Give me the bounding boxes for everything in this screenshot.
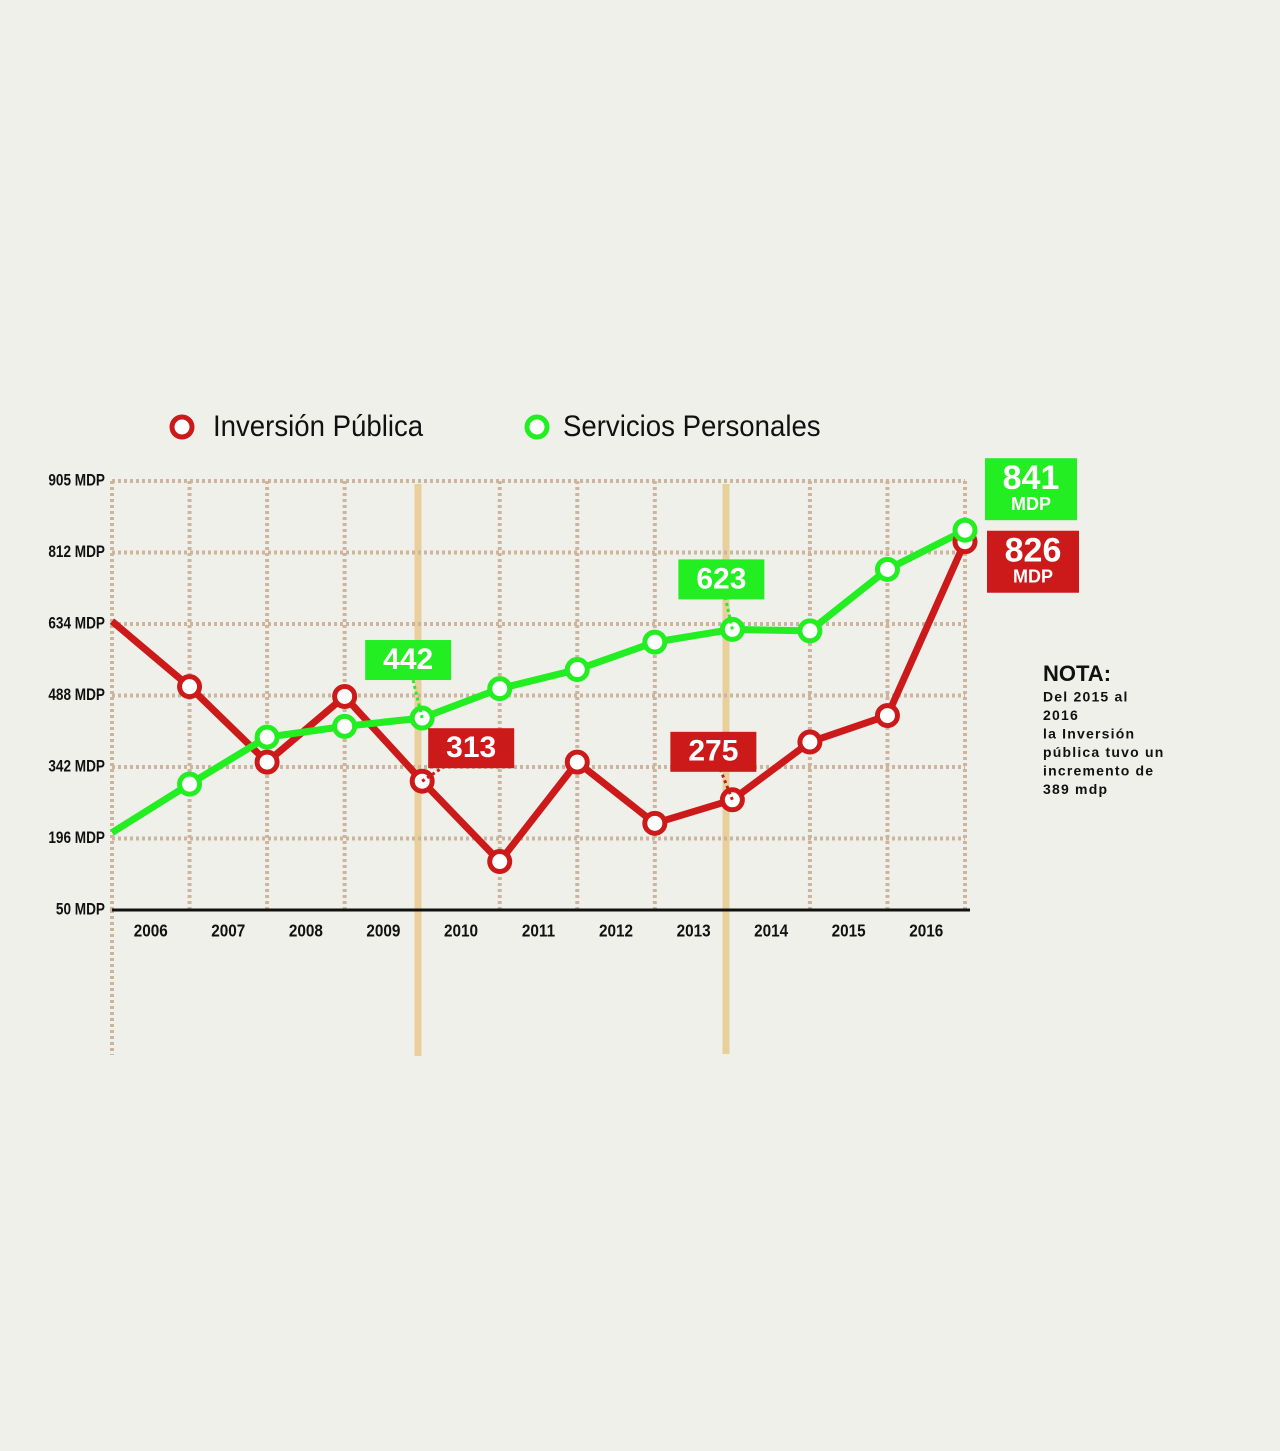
point-marker — [797, 618, 823, 644]
x-tick-label: 2013 — [677, 921, 711, 941]
label-box — [670, 731, 757, 772]
y-tick-label: 905 MDP — [48, 471, 105, 490]
legend-marker — [524, 414, 550, 440]
note-line: 389 mdp — [1043, 781, 1108, 797]
x-tick-label: 2006 — [134, 921, 168, 941]
legend-marker — [169, 414, 195, 440]
point-marker — [332, 713, 358, 739]
note-line: la Inversión — [1043, 726, 1135, 742]
point-marker — [642, 810, 668, 836]
data-label: 826 — [1005, 532, 1062, 570]
label-box — [365, 640, 452, 681]
data-label-unit: MDP — [1011, 494, 1051, 514]
point-marker — [874, 703, 900, 729]
note-line: 2016 — [1043, 707, 1079, 723]
point-marker — [487, 676, 513, 702]
point-marker — [642, 629, 668, 655]
legend-label: Servicios Personales — [563, 410, 821, 443]
legend-label: Inversión Pública — [213, 410, 424, 443]
x-tick-label: 2012 — [599, 921, 633, 941]
point-marker — [177, 674, 203, 700]
series-line — [109, 540, 969, 866]
label-box — [678, 559, 765, 600]
point-marker — [797, 729, 823, 755]
note-title: NOTA: — [1043, 661, 1111, 686]
data-label: 442 — [383, 643, 433, 676]
note-line: incremento de — [1043, 763, 1154, 779]
point-marker — [564, 657, 590, 683]
note-line: pública tuvo un — [1043, 744, 1164, 760]
y-tick-label: 342 MDP — [48, 757, 105, 776]
label-box — [985, 458, 1077, 521]
x-tick-label: 2008 — [289, 921, 323, 941]
x-tick-label: 2009 — [366, 921, 400, 941]
note-line: Del 2015 al — [1043, 689, 1129, 705]
point-marker — [487, 849, 513, 875]
series-line — [110, 527, 967, 836]
data-label: 623 — [696, 562, 746, 595]
y-tick-label: 634 MDP — [48, 614, 105, 633]
data-label: 841 — [1003, 459, 1060, 497]
point-marker — [952, 517, 978, 543]
point-marker — [177, 771, 203, 797]
x-tick-label: 2010 — [444, 921, 478, 941]
point-marker — [332, 683, 358, 709]
point-marker — [254, 749, 280, 775]
x-tick-label: 2007 — [211, 921, 245, 941]
x-tick-label: 2014 — [754, 921, 789, 941]
x-tick-label: 2011 — [522, 921, 555, 941]
y-tick-label: 812 MDP — [48, 543, 105, 562]
data-label-unit: MDP — [1013, 566, 1053, 586]
label-box — [428, 728, 515, 769]
data-label: 313 — [446, 731, 496, 764]
label-box — [987, 530, 1079, 593]
y-tick-label: 50 MDP — [56, 900, 105, 919]
data-label: 275 — [688, 735, 738, 768]
y-tick-label: 488 MDP — [48, 686, 105, 705]
point-marker — [254, 724, 280, 750]
x-tick-label: 2015 — [832, 921, 866, 941]
point-marker — [874, 556, 900, 582]
y-tick-label: 196 MDP — [48, 829, 105, 848]
point-marker — [564, 749, 590, 775]
x-tick-label: 2016 — [909, 921, 943, 941]
